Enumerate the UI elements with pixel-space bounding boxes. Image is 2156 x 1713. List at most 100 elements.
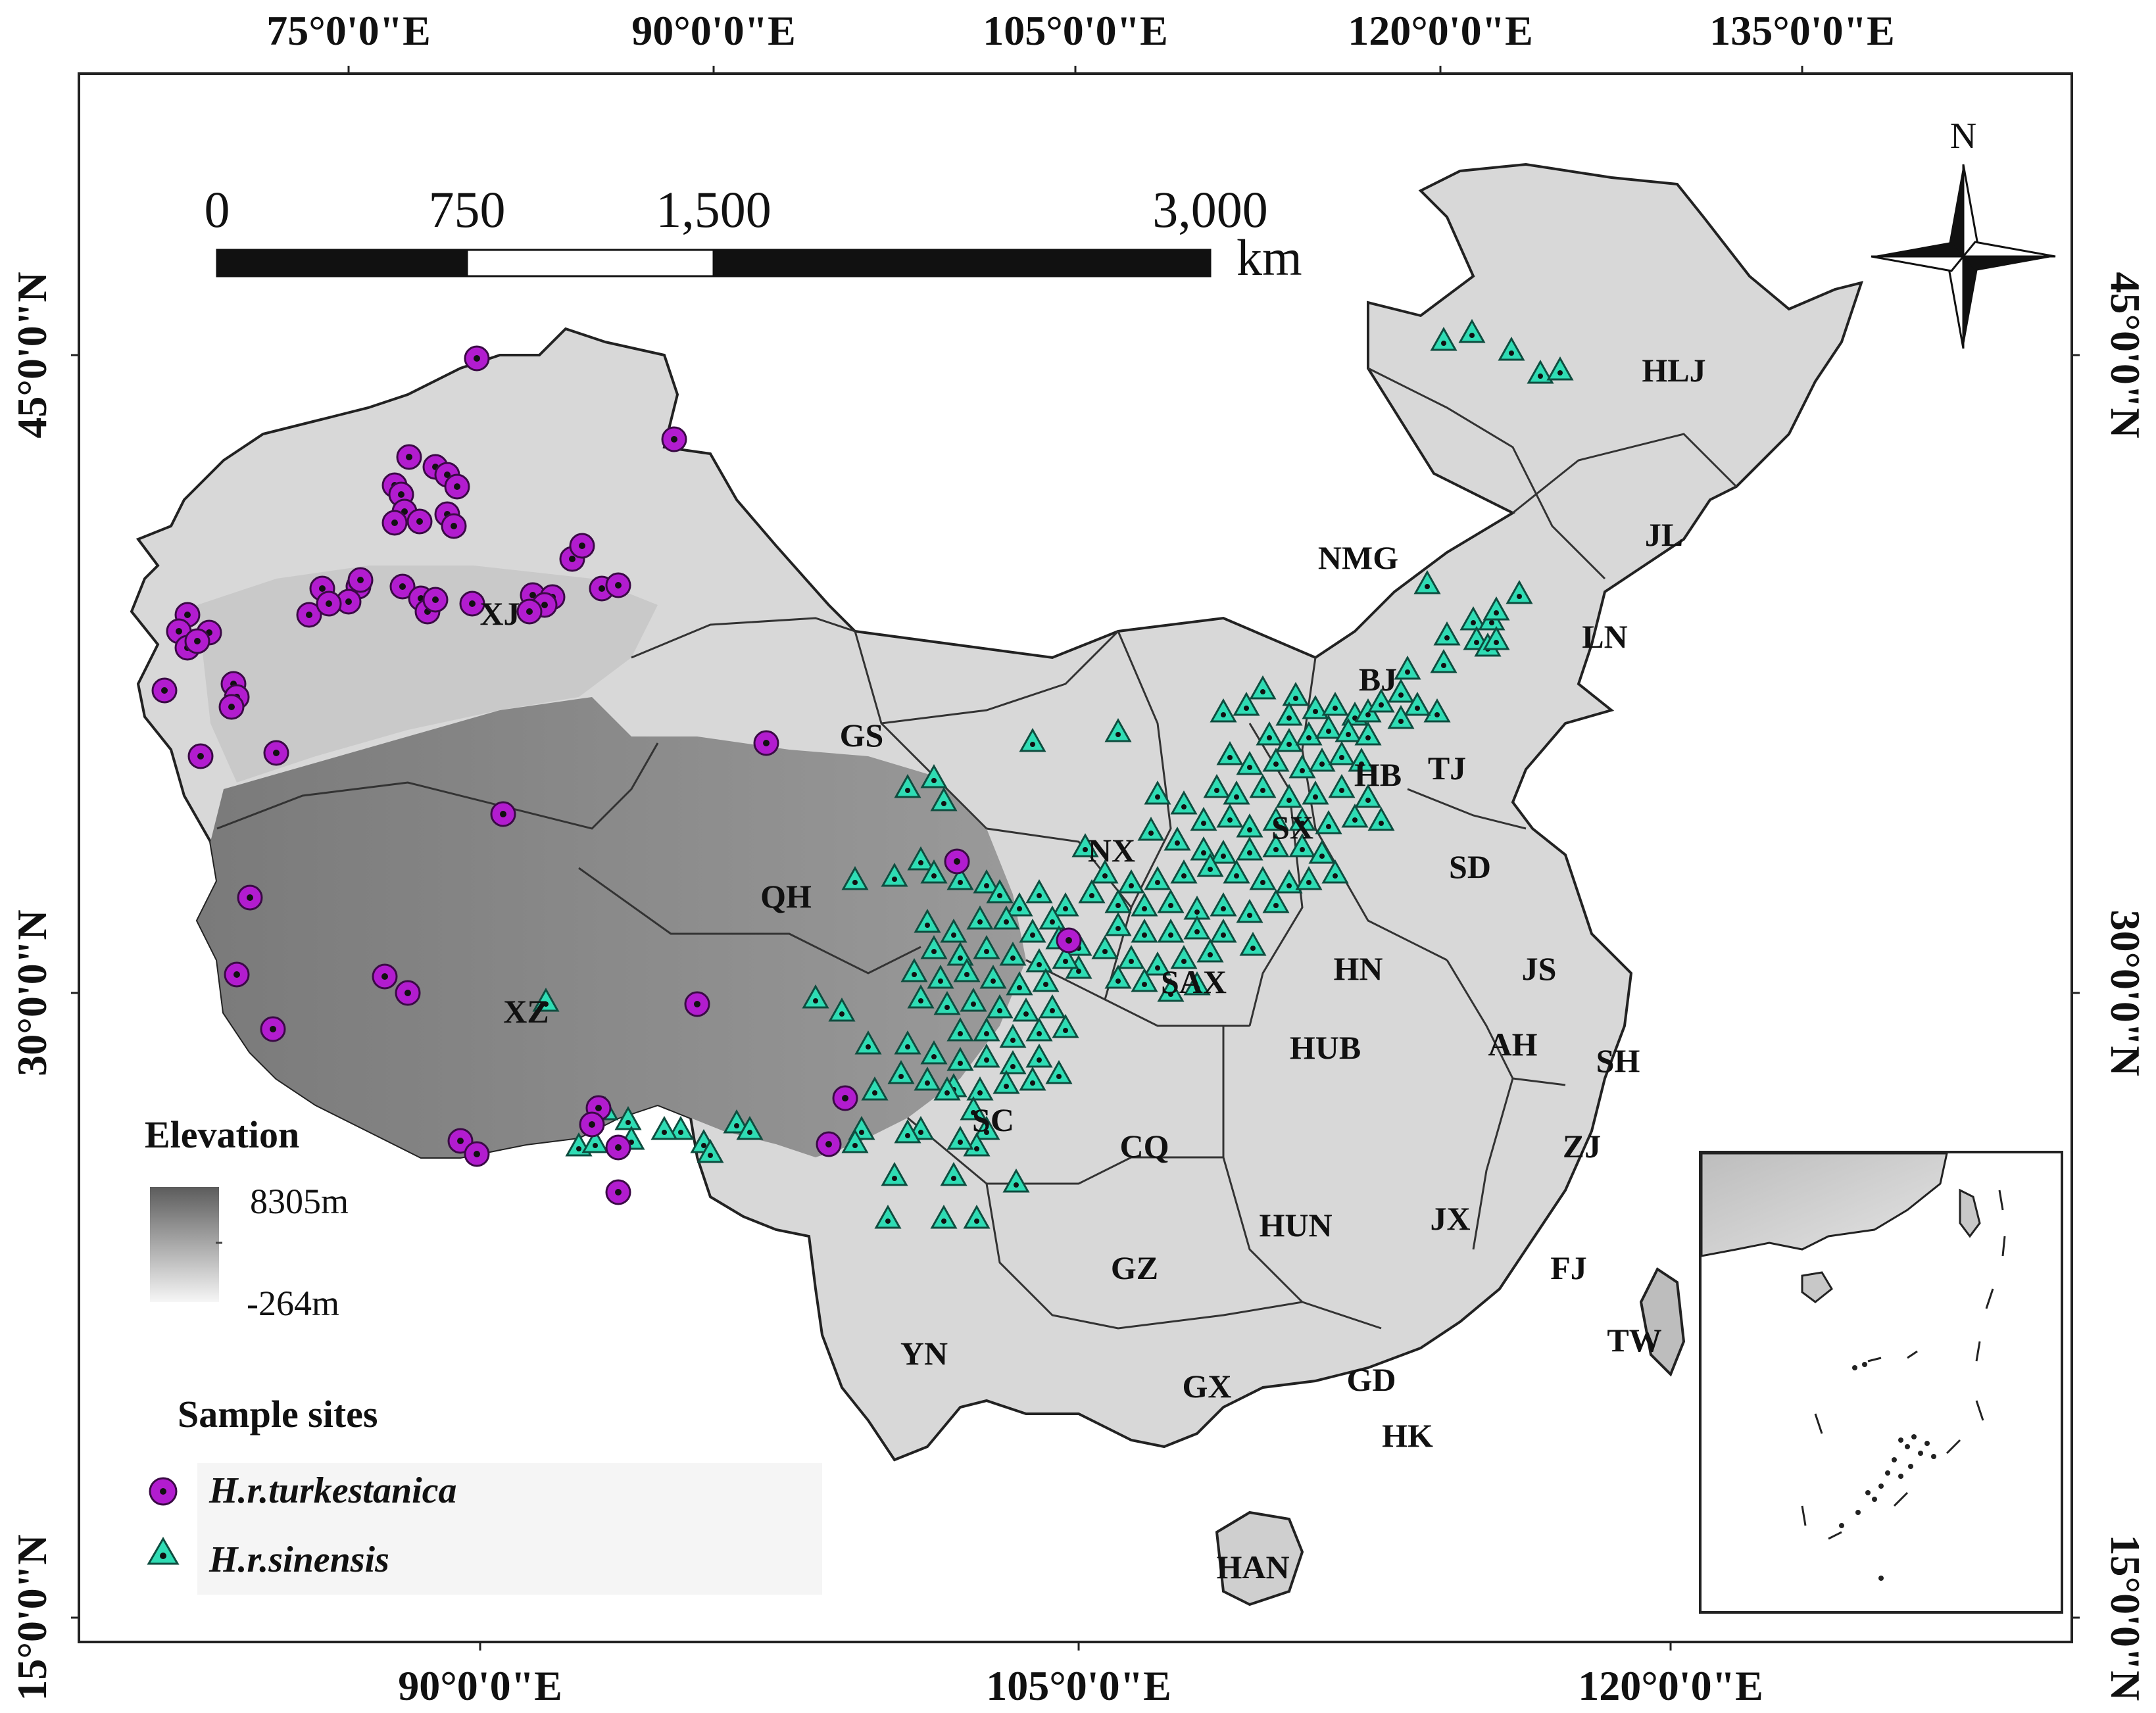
sinensis-site-marker	[1498, 336, 1525, 361]
sinensis-site-marker	[1210, 839, 1237, 864]
turkestanica-sample-points	[151, 345, 1082, 1205]
sinensis-site-marker	[874, 1204, 902, 1229]
sinensis-site-marker	[1315, 809, 1342, 834]
sinensis-site-marker	[1216, 803, 1244, 828]
sinensis-site-marker	[1249, 675, 1277, 700]
turkestanica-site-marker	[1056, 927, 1082, 953]
turkestanica-site-marker	[464, 1141, 490, 1167]
sinensis-site-marker	[1052, 1013, 1079, 1038]
sinensis-site-marker	[1387, 704, 1415, 729]
sinensis-site-marker	[1131, 892, 1158, 917]
province-label-sh: SH	[1596, 1042, 1640, 1079]
sinensis-site-marker	[1308, 747, 1336, 772]
sinensis-site-marker	[986, 994, 1014, 1019]
province-label-xz: XZ	[503, 993, 549, 1030]
sinensis-site-marker	[894, 1030, 921, 1055]
sinensis-site-marker	[930, 786, 958, 811]
sinensis-site-marker	[1091, 934, 1119, 959]
scale-tick-750: 750	[429, 181, 506, 238]
sinensis-site-marker	[1282, 681, 1310, 706]
sinensis-site-marker	[1006, 971, 1033, 996]
top-label-90e: 90°0'0"E	[631, 7, 796, 54]
graticule-ticks	[71, 66, 2080, 1651]
turkestanica-site-marker	[753, 730, 779, 756]
north-label: N	[1950, 116, 1976, 157]
sinensis-site-marker	[1423, 698, 1451, 723]
sinensis-site-marker	[973, 1043, 1000, 1068]
sinensis-site-marker	[1144, 951, 1171, 976]
sinensis-site-marker	[1104, 717, 1132, 742]
north-arrow-icon: N	[1871, 116, 2056, 349]
sinensis-site-marker	[1157, 888, 1185, 913]
sinensis-site-marker	[1233, 691, 1260, 716]
province-label-gx: GX	[1183, 1368, 1232, 1405]
province-label-gs: GS	[840, 717, 884, 754]
sinensis-site-marker	[1210, 918, 1237, 943]
legend-sinensis-symbol	[147, 1537, 180, 1565]
sinensis-site-marker	[736, 1115, 764, 1140]
province-label-hb: HB	[1354, 756, 1402, 793]
sinensis-site-marker	[667, 1115, 695, 1140]
sinensis-site-marker	[1308, 839, 1336, 864]
sinensis-site-marker	[1321, 859, 1349, 884]
turkestanica-site-marker	[381, 510, 408, 536]
sinensis-site-marker	[1071, 832, 1099, 857]
sinensis-site-marker	[920, 1040, 948, 1065]
sinensis-site-marker	[1328, 740, 1356, 765]
sinensis-site-marker	[1002, 1168, 1030, 1193]
sinensis-site-marker	[1025, 1017, 1053, 1042]
sinensis-site-marker	[841, 1128, 869, 1153]
turkestanica-site-marker	[372, 963, 398, 990]
sinensis-site-marker	[1078, 879, 1106, 904]
sinensis-site-marker	[1236, 750, 1263, 775]
province-label-bj: BJ	[1359, 661, 1397, 698]
province-label-gz: GZ	[1111, 1249, 1158, 1286]
sinensis-site-marker	[992, 905, 1020, 930]
legend-elevation-title: Elevation	[145, 1113, 299, 1156]
top-label-120e: 120°0'0"E	[1348, 7, 1533, 54]
sinensis-site-marker	[1459, 606, 1487, 631]
sinensis-site-marker	[1249, 773, 1277, 798]
sinensis-site-marker	[1025, 879, 1053, 904]
sinensis-site-marker	[1137, 816, 1165, 841]
sinensis-site-marker	[960, 1096, 987, 1121]
sinensis-site-marker	[963, 1204, 991, 1229]
sinensis-site-marker	[1196, 938, 1224, 963]
province-label-nmg: NMG	[1318, 539, 1398, 576]
turkestanica-site-marker	[422, 587, 449, 613]
sinensis-site-marker	[1131, 918, 1158, 943]
sinensis-site-marker	[1170, 944, 1198, 969]
sinensis-site-marker	[1157, 918, 1185, 943]
sinensis-site-marker	[1506, 579, 1533, 604]
sinensis-site-marker	[854, 1030, 882, 1055]
south-china-sea-inset	[1699, 1151, 2063, 1614]
sinensis-site-marker	[1032, 967, 1060, 992]
sinensis-site-marker	[1236, 836, 1263, 861]
province-label-xj: XJ	[479, 595, 520, 632]
province-label-hn: HN	[1334, 950, 1383, 987]
turkestanica-site-marker	[944, 848, 970, 875]
sinensis-site-marker	[1183, 971, 1211, 996]
sinensis-site-marker	[1104, 964, 1132, 989]
sinensis-site-marker	[894, 773, 921, 798]
turkestanica-site-marker	[396, 444, 422, 470]
top-label-135e: 135°0'0"E	[1709, 7, 1895, 54]
sinensis-site-marker	[1295, 721, 1323, 746]
sinensis-site-marker	[1413, 569, 1441, 594]
sinensis-site-marker	[1190, 806, 1217, 831]
china-landmass	[130, 162, 1864, 1606]
turkestanica-site-marker	[661, 426, 687, 452]
turkestanica-site-marker	[444, 473, 470, 500]
sinensis-site-marker	[1183, 915, 1211, 940]
turkestanica-site-marker	[406, 508, 433, 535]
sinensis-site-marker	[723, 1109, 750, 1134]
sinensis-site-marker	[1117, 869, 1145, 894]
sinensis-site-marker	[1196, 852, 1224, 877]
sinensis-site-marker	[1019, 918, 1046, 943]
bottom-label-105e: 105°0'0"E	[986, 1662, 1171, 1709]
turkestanica-site-marker	[224, 961, 250, 988]
turkestanica-site-marker	[184, 628, 210, 654]
sinensis-site-marker	[1039, 905, 1066, 930]
sinensis-site-marker	[1335, 717, 1362, 742]
left-axis-labels: 45°0'0"N 30°0'0"N 15°0'0"N	[9, 272, 55, 1701]
